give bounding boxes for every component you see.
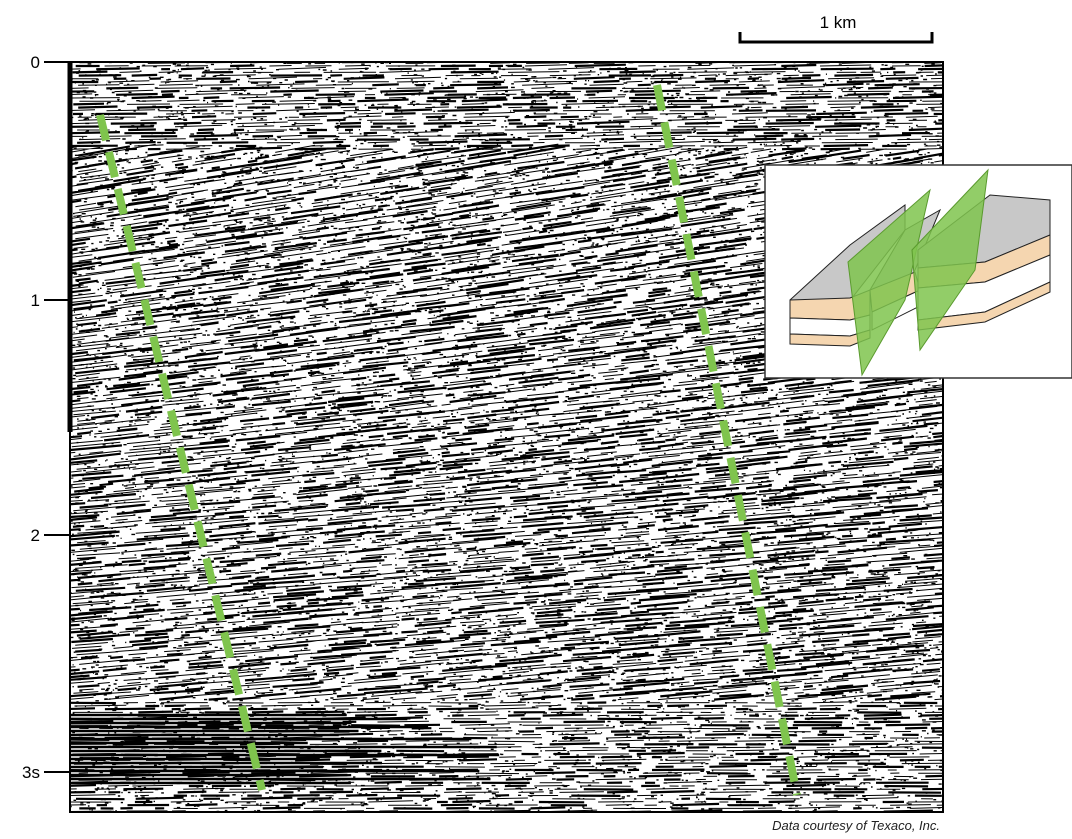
- seismic-figure: 0 1 2 3s 1 km Data courtesy of Texaco, I…: [0, 0, 1072, 839]
- tick-label: 1: [31, 291, 40, 310]
- tick-label: 3s: [22, 763, 40, 782]
- scale-bar-label: 1 km: [820, 13, 857, 32]
- tick-label: 2: [31, 526, 40, 545]
- page: 0 1 2 3s 1 km Data courtesy of Texaco, I…: [0, 0, 1072, 839]
- credit: Data courtesy of Texaco, Inc.: [772, 818, 940, 833]
- tick-label: 0: [31, 53, 40, 72]
- inset: [765, 165, 1072, 378]
